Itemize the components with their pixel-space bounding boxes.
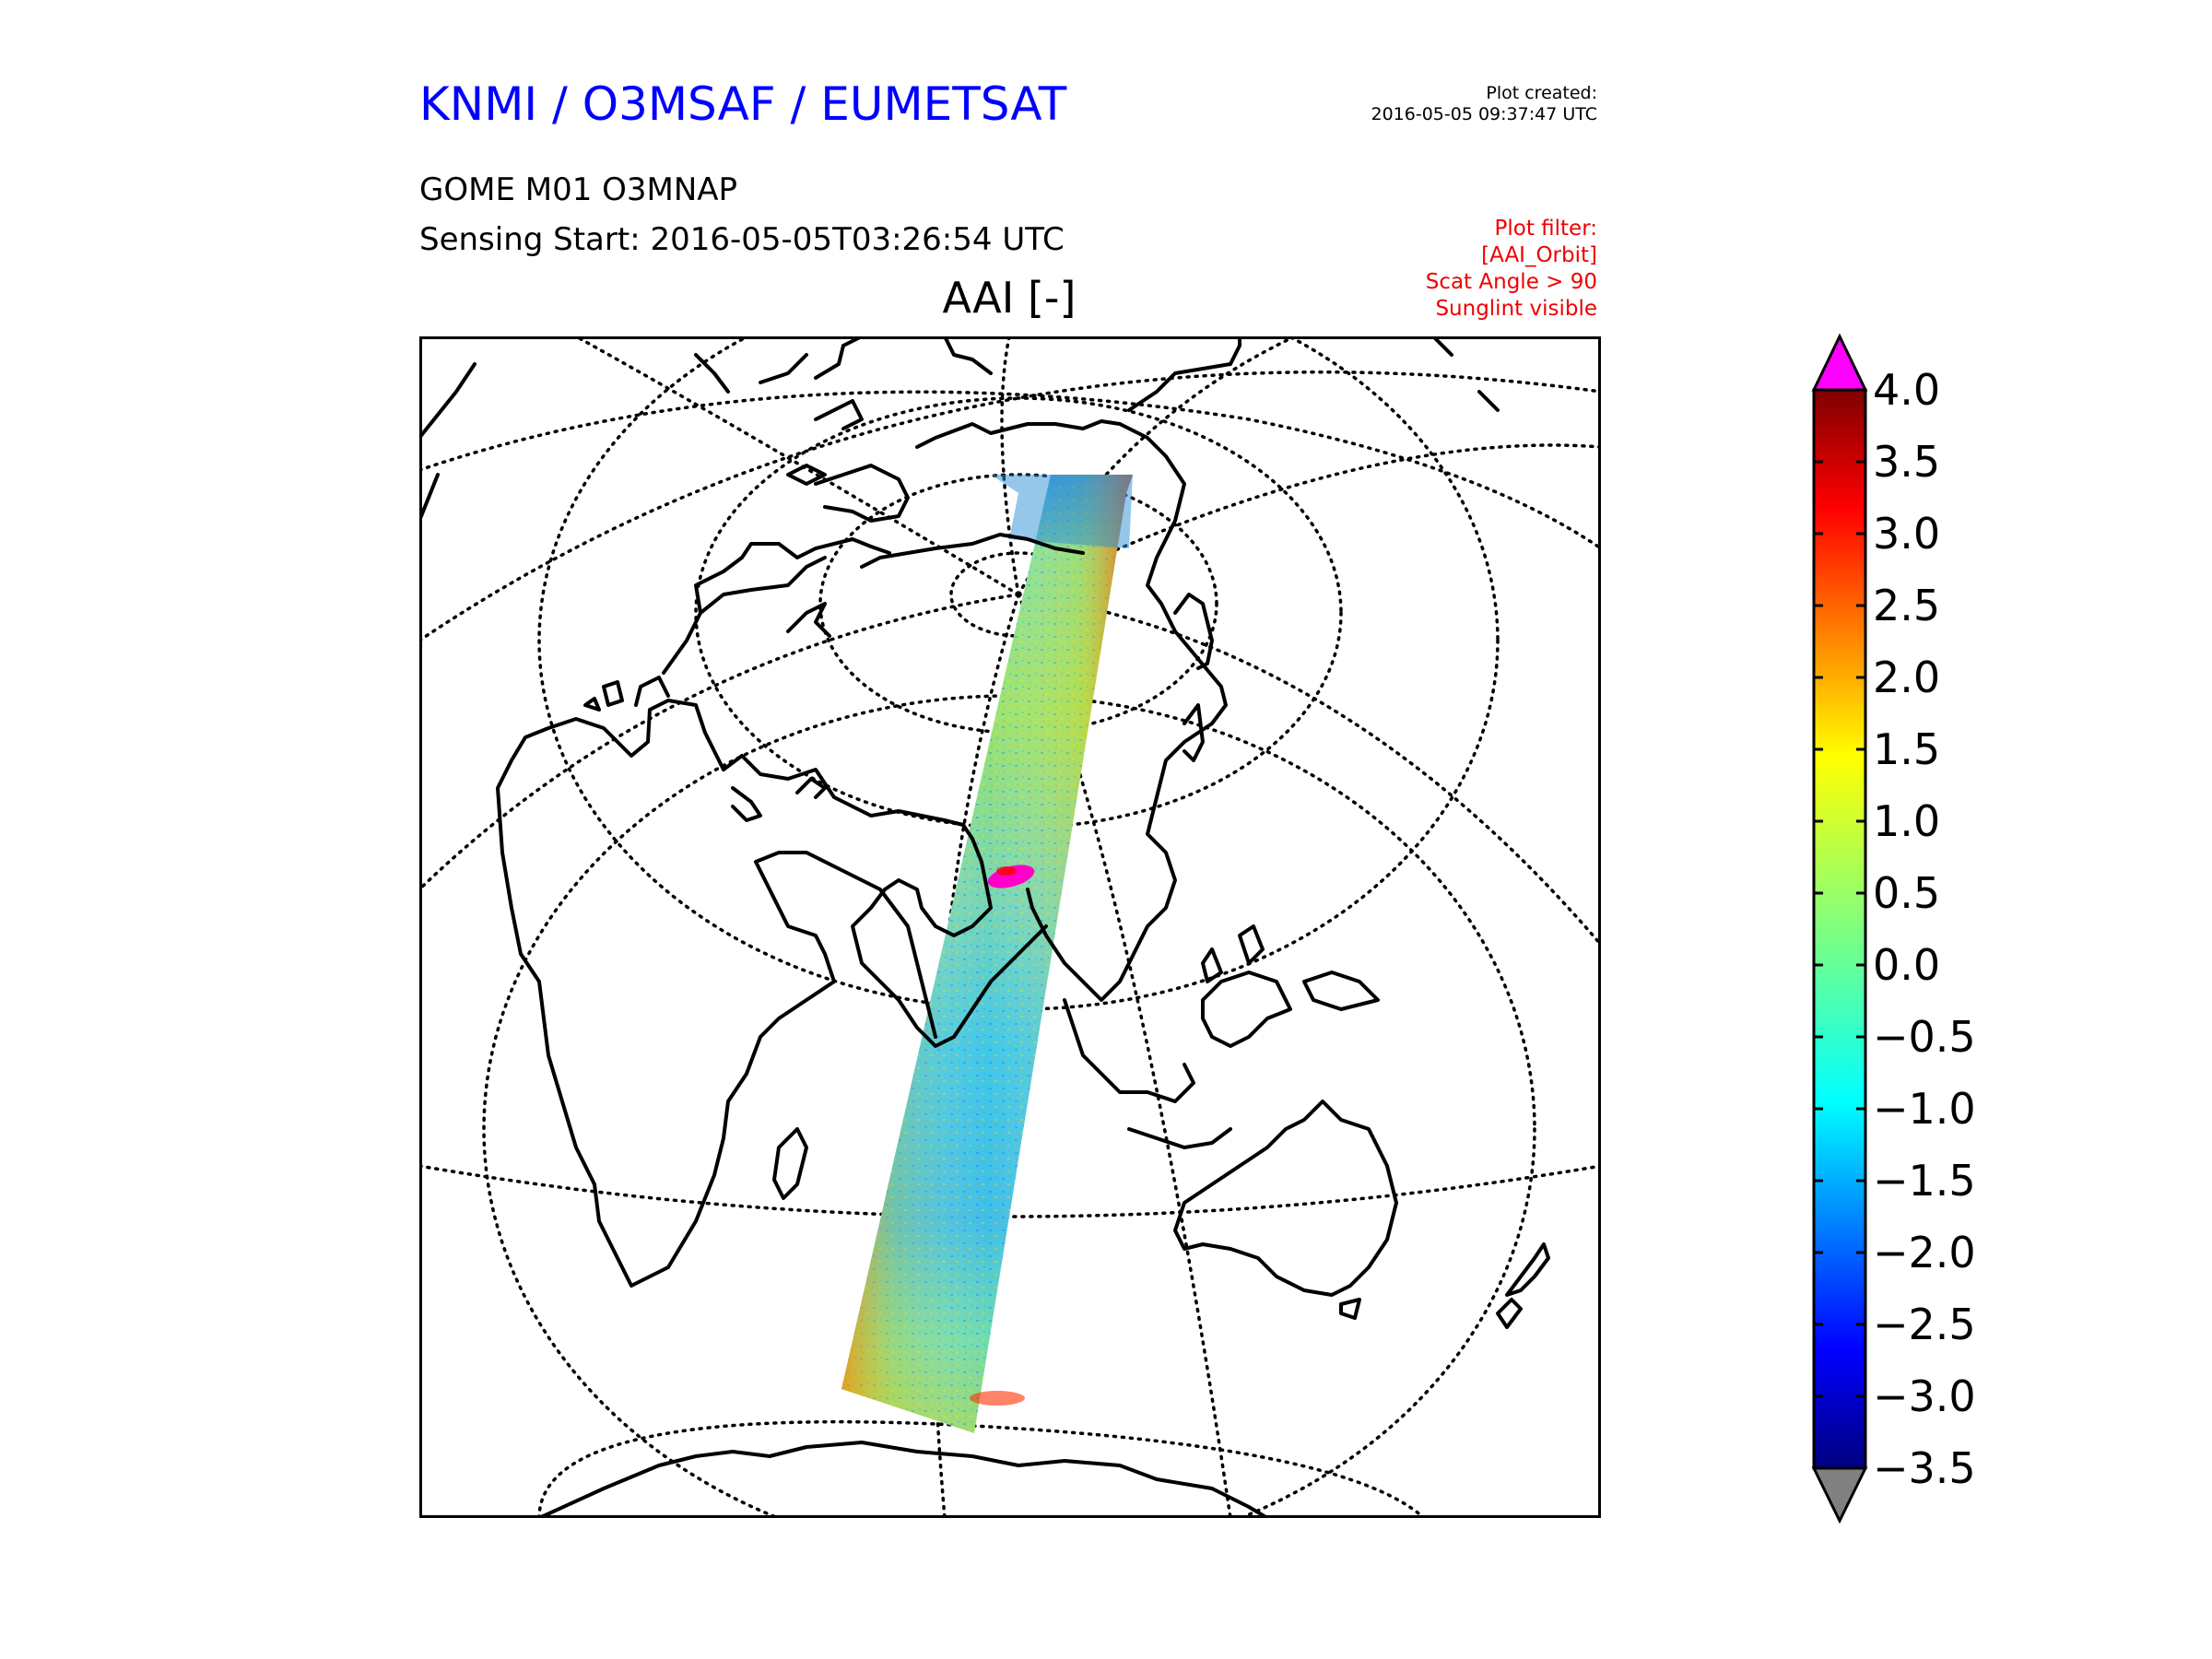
colorbar-gradient: [1812, 388, 1867, 1470]
product-name: GOME M01 O3MNAP: [419, 171, 738, 208]
plot-created: Plot created: 2016-05-05 09:37:47 UTC: [1371, 83, 1598, 125]
colorbar-tick-label: −2.5: [1873, 1300, 1976, 1349]
colorbar-over-triangle: [1811, 333, 1868, 392]
map-panel: [419, 336, 1601, 1518]
sensing-start: Sensing Start: 2016-05-05T03:26:54 UTC: [419, 221, 1065, 258]
map-title: AAI [-]: [942, 273, 1077, 323]
coastlines: [419, 336, 1550, 1518]
plot-filter: Plot filter: [AAI_Orbit] Scat Angle > 90…: [1426, 216, 1597, 323]
filter-line: Plot filter:: [1494, 217, 1597, 241]
colorbar: 4.0 3.5 3.0 2.5 2.0 1.5 1.0 0.5 0.0 −0.5 −1.0 −1.5 −…: [1811, 333, 1976, 1524]
filter-line: Sunglint visible: [1435, 297, 1597, 321]
colorbar-tick-label: 0.0: [1873, 940, 1940, 990]
colorbar-tick-label: 3.0: [1873, 509, 1940, 559]
map-frame: [419, 336, 1601, 1518]
colorbar-tick-label: 3.5: [1873, 437, 1940, 487]
colorbar-tick-label: −1.5: [1873, 1156, 1976, 1206]
colorbar-tick-label: 1.0: [1873, 796, 1940, 846]
aai-swath: [841, 475, 1133, 1433]
colorbar-tick-label: −3.0: [1873, 1371, 1976, 1421]
created-time: 2016-05-05 09:37:47 UTC: [1371, 104, 1598, 124]
colorbar-tick-label: −2.0: [1873, 1228, 1976, 1277]
filter-line: Scat Angle > 90: [1425, 270, 1597, 294]
colorbar-tick-label: −3.5: [1873, 1443, 1976, 1493]
colorbar-tick-label: 2.0: [1873, 653, 1940, 702]
colorbar-tick-label: 4.0: [1873, 365, 1940, 415]
colorbar-tick-label: 1.5: [1873, 724, 1940, 774]
colorbar-under-triangle: [1811, 1466, 1868, 1524]
colorbar-tick-label: 0.5: [1873, 868, 1940, 918]
colorbar-tick-label: −0.5: [1873, 1012, 1976, 1062]
colorbar-tick-label: −1.0: [1873, 1084, 1976, 1134]
organization-title: KNMI / O3MSAF / EUMETSAT: [419, 77, 1067, 131]
colorbar-tick-label: 2.5: [1873, 581, 1940, 630]
filter-line: [AAI_Orbit]: [1481, 243, 1597, 267]
created-label: Plot created:: [1486, 83, 1597, 103]
